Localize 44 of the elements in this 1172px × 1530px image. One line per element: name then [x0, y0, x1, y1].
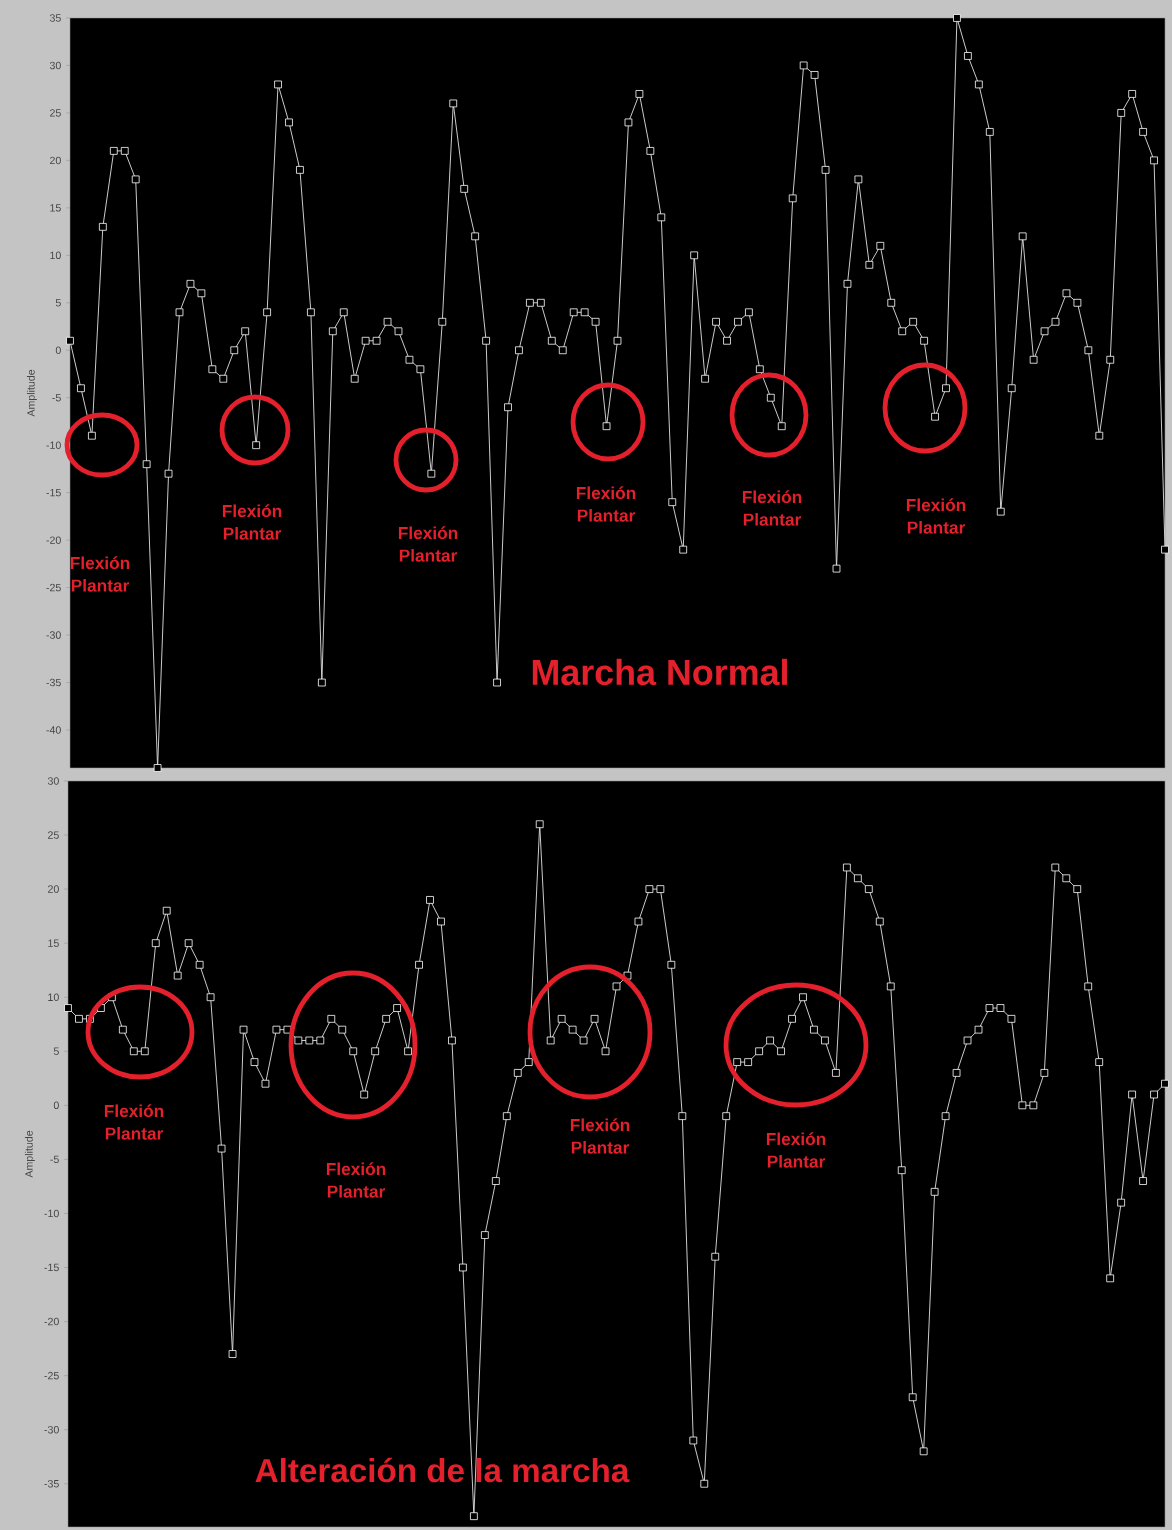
annotation: Flexión Plantar [398, 526, 458, 562]
annotation: Flexión Plantar [742, 490, 802, 526]
y-tick-label: -5 [52, 394, 61, 402]
y-tick-label: -25 [44, 1371, 59, 1380]
y-tick-label: -10 [46, 441, 61, 449]
y-axis-title: Amplitude [24, 1130, 35, 1178]
annotation: Flexión Plantar [70, 556, 130, 592]
y-tick-label: -30 [44, 1425, 59, 1434]
y-tick-label: 0 [53, 1101, 59, 1110]
y-tick-label: -20 [44, 1317, 59, 1326]
y-tick-label: -25 [46, 583, 61, 592]
y-tick-label: 30 [47, 777, 59, 785]
y-tick-label: 25 [50, 109, 61, 117]
annotation: Flexión Plantar [576, 486, 636, 522]
y-tick-label: -5 [50, 1155, 59, 1164]
y-tick-label: 5 [55, 299, 61, 307]
y-tick-label: 15 [50, 204, 61, 212]
y-tick-label: 15 [48, 939, 59, 947]
annotation: Flexión Plantar [104, 1104, 164, 1140]
y-tick-label: 35 [49, 14, 61, 22]
y-tick-label: 20 [48, 885, 59, 893]
annotation: Flexión Plantar [906, 498, 966, 534]
y-tick-label: 25 [48, 831, 59, 839]
annotation: Flexión Plantar [766, 1132, 826, 1168]
y-tick-label: 5 [53, 1047, 59, 1055]
y-tick-label: -10 [44, 1209, 59, 1218]
y-tick-label: -35 [44, 1479, 59, 1488]
text: Marcha Normal [532, 658, 787, 686]
y-axis-title: Amplitude [26, 369, 37, 417]
y-tick-label: 10 [48, 993, 59, 1001]
y-tick-label: -15 [46, 488, 61, 497]
annotation: Flexión Plantar [570, 1118, 630, 1154]
y-tick-label: -15 [44, 1263, 59, 1272]
y-tick-label: 10 [50, 251, 61, 260]
y-tick-label: 20 [50, 156, 61, 165]
y-tick-label: -30 [46, 631, 61, 639]
y-tick-label: -20 [46, 536, 61, 544]
annotation: Flexión Plantar [222, 504, 282, 540]
y-tick-label: 30 [49, 61, 61, 70]
annotation: Flexión Plantar [326, 1162, 386, 1198]
y-tick-label: 0 [55, 346, 61, 355]
y-tick-label: -35 [46, 678, 61, 687]
y-tick-label: -40 [46, 726, 61, 734]
text: Alteración de la marcha [255, 1457, 630, 1483]
